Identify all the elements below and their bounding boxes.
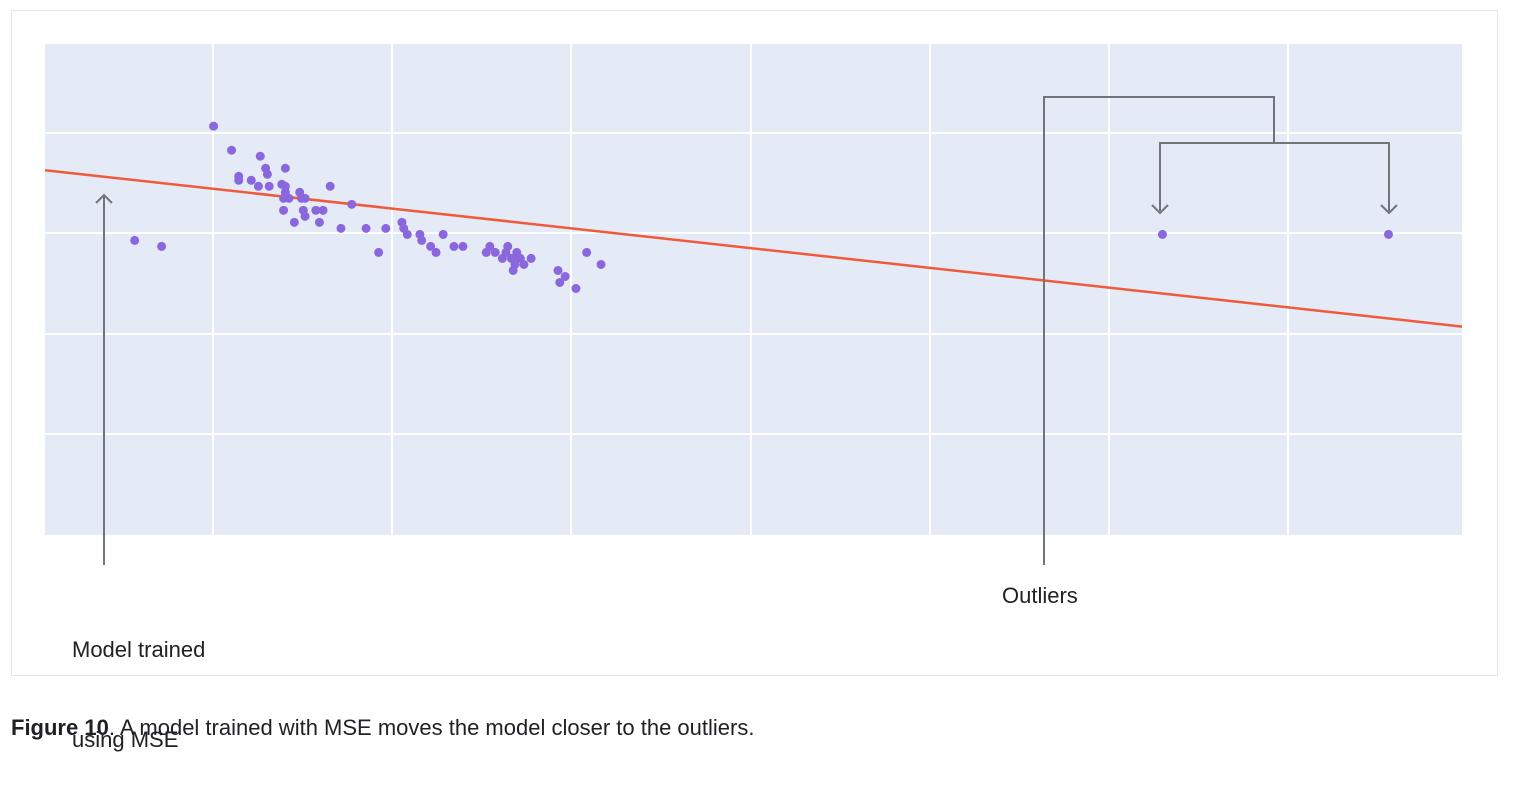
data-point: [449, 241, 459, 251]
grid-lines: [45, 44, 1462, 535]
data-point: [402, 229, 412, 239]
data-point: [347, 199, 357, 209]
data-point: [227, 145, 237, 155]
data-point: [519, 259, 529, 269]
data-point: [311, 205, 321, 215]
data-point: [253, 181, 263, 191]
data-point: [560, 271, 570, 281]
model-label-line1: Model trained: [72, 637, 206, 662]
data-point: [262, 169, 272, 179]
data-point: [458, 241, 468, 251]
outlier-arrow-head-icon: [1380, 204, 1398, 215]
data-point: [336, 223, 346, 233]
data-point: [417, 235, 427, 245]
caption-text: . A model trained with MSE moves the mod…: [108, 715, 755, 740]
data-point: [246, 175, 256, 185]
data-point: [582, 247, 592, 257]
data-point: [280, 181, 290, 191]
data-point: [300, 211, 310, 221]
data-point: [279, 205, 289, 215]
model-arrow-head-icon: [95, 193, 113, 204]
data-point: [361, 223, 371, 233]
figure-caption: Figure 10. A model trained with MSE move…: [11, 713, 754, 743]
data-point: [526, 253, 536, 263]
data-point: [280, 163, 290, 173]
data-point: [490, 247, 500, 257]
outlier-arrow-head-icon: [1151, 204, 1169, 215]
data-point: [130, 235, 140, 245]
data-point: [318, 205, 328, 215]
outliers-label: Outliers: [1002, 583, 1078, 608]
data-point: [264, 181, 274, 191]
data-point: [314, 217, 324, 227]
data-point: [381, 223, 391, 233]
data-point: [325, 181, 335, 191]
plot-area: [45, 44, 1462, 535]
model-label: Model trained using MSE: [72, 575, 205, 785]
data-point: [510, 259, 520, 269]
scatter-chart: [44, 44, 1463, 565]
data-point: [255, 151, 265, 161]
caption-bold: Figure 10: [11, 715, 109, 740]
data-point: [555, 277, 565, 287]
data-point: [234, 175, 244, 185]
data-point: [503, 241, 513, 251]
data-point: [300, 193, 310, 203]
annotation-lines: [95, 96, 1398, 565]
data-point: [553, 265, 563, 275]
data-point: [431, 247, 441, 257]
data-point: [485, 241, 495, 251]
data-point: [438, 229, 448, 239]
data-point: [374, 247, 384, 257]
data-point: [284, 193, 294, 203]
data-point: [596, 259, 606, 269]
outliers-bracket-line: [1043, 96, 1275, 565]
data-point: [289, 217, 299, 227]
data-point: [1157, 229, 1167, 239]
data-point: [209, 121, 219, 131]
data-point: [1383, 229, 1393, 239]
data-point: [157, 241, 167, 251]
data-point: [426, 241, 436, 251]
model-label-line2: using MSE: [72, 727, 179, 752]
points-layer: [130, 121, 1393, 293]
data-point: [571, 283, 581, 293]
outliers-split-line: [1159, 142, 1390, 211]
